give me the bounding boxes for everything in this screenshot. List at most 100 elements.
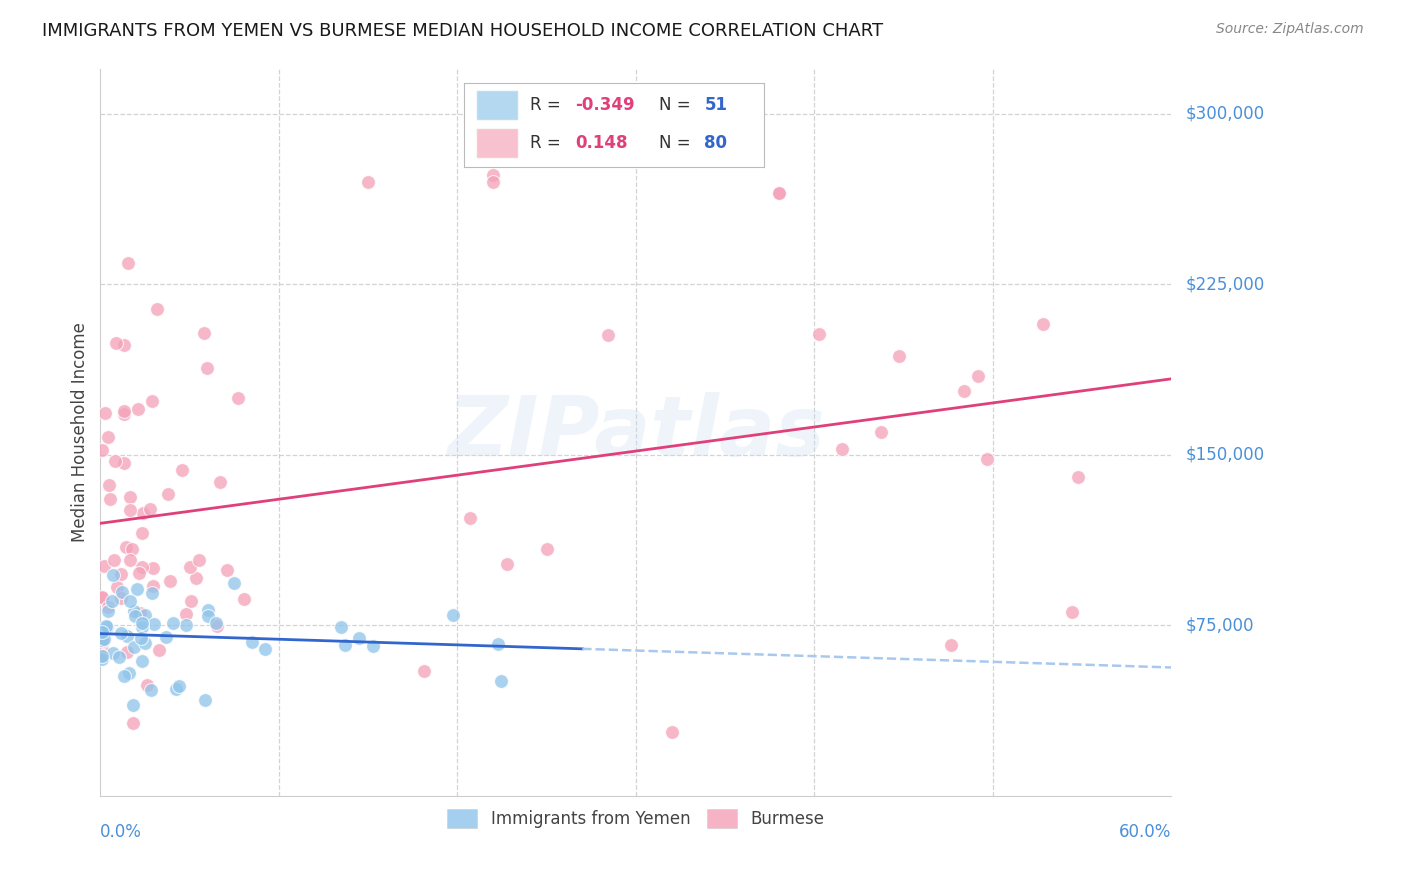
Point (118, 503, 141, 517)
Point (132, 506, 155, 520)
Point (180, 593, 202, 607)
Point (110, 566, 132, 581)
Point (141, 586, 163, 600)
Point (486, 637, 509, 651)
Point (97, 430, 120, 444)
Point (330, 619, 353, 633)
Point (91, 632, 114, 647)
Point (141, 393, 163, 408)
Point (887, 349, 910, 363)
Point (103, 553, 125, 567)
Point (117, 256, 139, 270)
Point (831, 442, 853, 456)
Point (205, 619, 228, 633)
Point (134, 636, 156, 650)
Point (121, 715, 143, 730)
Point (100, 594, 122, 608)
Point (97, 604, 120, 618)
Point (115, 541, 138, 555)
Point (482, 169, 505, 183)
Point (165, 681, 187, 696)
Point (127, 402, 149, 417)
Point (197, 603, 219, 617)
Point (204, 616, 226, 631)
Point (170, 463, 193, 477)
Point (98, 477, 121, 491)
Point (120, 491, 142, 505)
Point (142, 579, 165, 593)
Text: ZIPatlas: ZIPatlas (447, 392, 825, 473)
Point (118, 553, 141, 567)
Point (482, 175, 505, 189)
Point (91, 591, 114, 605)
Point (91, 652, 114, 666)
Text: $75,000: $75,000 (1185, 616, 1254, 634)
Point (96, 618, 118, 632)
Point (128, 566, 150, 581)
Point (976, 451, 998, 466)
Point (124, 604, 146, 618)
Point (108, 650, 131, 665)
Point (112, 668, 135, 682)
Point (91, 625, 114, 640)
Point (661, 725, 683, 739)
Point (91, 642, 114, 657)
Point (112, 456, 135, 470)
Point (145, 302, 167, 317)
Point (174, 617, 197, 632)
Point (412, 664, 434, 678)
Point (253, 642, 276, 657)
Point (124, 640, 146, 654)
Point (112, 404, 135, 418)
Point (139, 501, 162, 516)
Text: $300,000: $300,000 (1185, 105, 1264, 123)
Text: $225,000: $225,000 (1185, 276, 1264, 293)
Point (209, 475, 232, 489)
Point (101, 567, 124, 582)
Point (105, 580, 128, 594)
Point (136, 678, 159, 692)
Point (162, 616, 184, 631)
Point (93, 632, 115, 646)
Point (125, 582, 148, 596)
Point (117, 629, 139, 643)
Point (228, 391, 250, 405)
Point (101, 646, 124, 660)
Text: IMMIGRANTS FROM YEMEN VS BURMESE MEDIAN HOUSEHOLD INCOME CORRELATION CHART: IMMIGRANTS FROM YEMEN VS BURMESE MEDIAN … (42, 22, 883, 40)
Point (118, 665, 141, 680)
Point (197, 609, 219, 624)
Point (967, 369, 990, 384)
Text: Source: ZipAtlas.com: Source: ZipAtlas.com (1216, 22, 1364, 37)
Point (195, 360, 218, 375)
Point (333, 638, 356, 652)
Point (156, 487, 179, 501)
Point (112, 338, 135, 352)
Text: 60.0%: 60.0% (1119, 823, 1171, 841)
Point (96, 620, 118, 634)
Point (458, 511, 481, 525)
Point (194, 693, 217, 707)
Legend: Immigrants from Yemen, Burmese: Immigrants from Yemen, Burmese (440, 802, 831, 834)
Point (361, 640, 384, 654)
Point (184, 571, 207, 585)
Point (441, 607, 464, 622)
Point (91, 443, 114, 458)
Point (91, 648, 114, 663)
Point (129, 632, 152, 646)
Point (176, 607, 198, 621)
Point (349, 631, 371, 645)
Point (939, 638, 962, 652)
Point (1032, 317, 1054, 331)
Point (98, 492, 121, 507)
Point (142, 617, 165, 632)
Point (159, 574, 181, 589)
Point (111, 584, 134, 599)
Point (598, 328, 620, 343)
Point (870, 425, 893, 439)
Point (134, 608, 156, 623)
Point (1067, 469, 1090, 483)
Point (117, 645, 139, 659)
Point (124, 608, 146, 623)
Point (808, 326, 831, 341)
Point (139, 682, 162, 697)
